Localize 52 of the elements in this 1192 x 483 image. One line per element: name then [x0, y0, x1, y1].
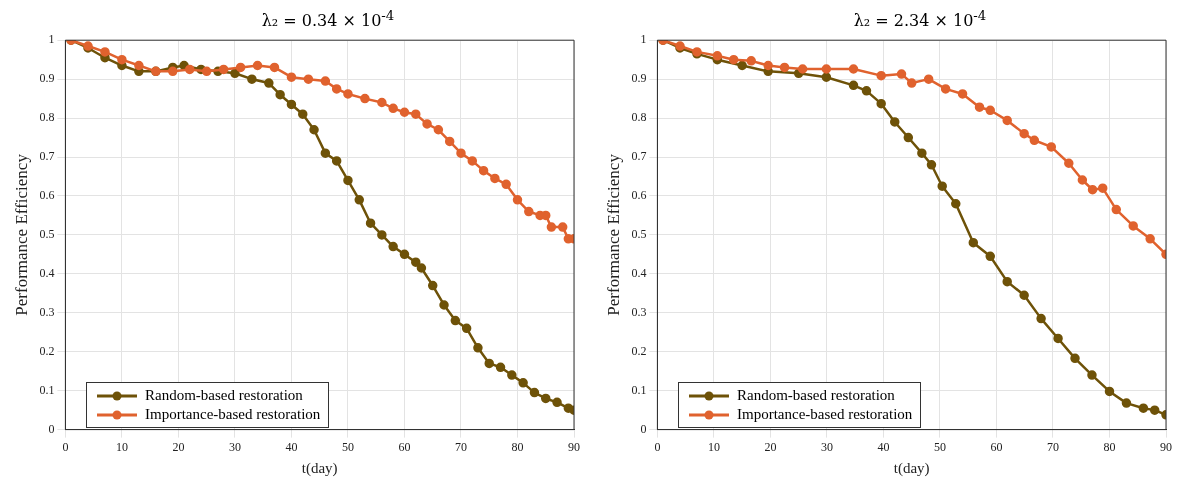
y-tick-label: 0.9: [39, 71, 55, 86]
chart-title: λ₂ = 0.34 × 10$^{-4}$: [260, 8, 396, 31]
y-tick-label: 0.6: [631, 188, 647, 203]
y-axis-title: Performance Efficiency: [603, 153, 623, 316]
y-tick-label: 0.4: [631, 266, 647, 280]
x-tick-label: 10: [707, 439, 720, 454]
x-tick-label: 90: [568, 439, 580, 454]
y-tick-label: 0.3: [631, 304, 647, 319]
legend-label: Random-based restoration: [737, 386, 895, 405]
y-tick-label: 0.7: [631, 149, 647, 164]
y-tick-label: 1: [640, 32, 647, 47]
y-tick-label: 0: [48, 421, 55, 436]
y-tick-label: 0.8: [631, 110, 647, 125]
y-tick-label: 0.5: [631, 227, 647, 242]
y-tick-label: 0.6: [39, 188, 55, 203]
y-tick-label: 0.3: [39, 304, 55, 319]
x-tick-label: 60: [990, 439, 1003, 454]
x-tick-label: 30: [228, 439, 241, 454]
x-tick-label: 20: [172, 439, 185, 454]
x-tick-label: 70: [454, 439, 467, 454]
x-axis-title: t(day): [301, 459, 338, 477]
x-tick-label: 70: [1046, 439, 1059, 454]
y-tick-label: 0.8: [39, 110, 55, 125]
x-tick-label: 60: [398, 439, 411, 454]
y-tick-label: 0.4: [39, 266, 55, 280]
y-axis-title: Performance Efficiency: [11, 153, 31, 316]
chart-title: λ₂ = 2.34 × 10$^{-4}$: [852, 8, 988, 31]
y-tick-label: 0.1: [39, 382, 55, 397]
y-tick-label: 0: [640, 421, 647, 436]
y-tick-label: 1: [48, 32, 55, 47]
x-tick-label: 50: [933, 439, 946, 454]
y-tick-label: 0.5: [39, 227, 55, 242]
x-tick-label: 0: [62, 439, 69, 454]
legend-label: Importance-based restoration: [145, 405, 321, 424]
legend-label: Random-based restoration: [145, 386, 303, 405]
x-tick-label: 0: [654, 439, 661, 454]
y-tick-label: 0.2: [631, 343, 647, 358]
x-tick-label: 50: [341, 439, 354, 454]
y-tick-label: 0.9: [631, 71, 647, 86]
x-axis-title: t(day): [893, 459, 930, 477]
y-tick-label: 0.2: [39, 343, 55, 358]
legend-label: Importance-based restoration: [737, 405, 913, 424]
x-tick-label: 40: [285, 439, 298, 454]
x-tick-label: 90: [1160, 439, 1172, 454]
y-tick-label: 0.7: [39, 149, 55, 164]
y-tick-label: 0.1: [631, 382, 647, 397]
x-tick-label: 40: [877, 439, 890, 454]
x-tick-label: 80: [511, 439, 524, 454]
x-tick-label: 20: [764, 439, 777, 454]
x-tick-label: 80: [1103, 439, 1116, 454]
x-tick-label: 10: [115, 439, 128, 454]
x-tick-label: 30: [820, 439, 833, 454]
